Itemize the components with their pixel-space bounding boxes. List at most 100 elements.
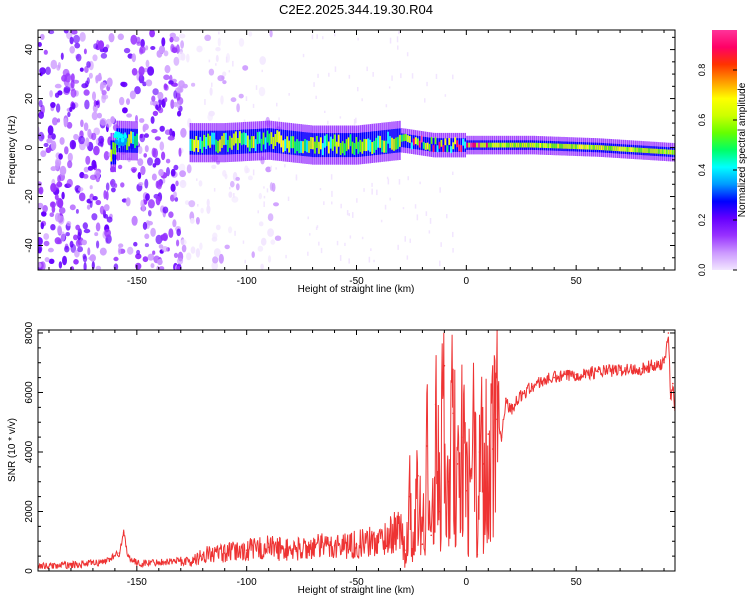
spectrogram-noise-blob (258, 192, 262, 200)
page-title: C2E2.2025.344.19.30.R04 (279, 2, 433, 17)
spectrogram-noise-blob (92, 91, 96, 101)
spectrogram-noise-blob (82, 174, 89, 179)
spectrogram-speck (285, 254, 287, 259)
spectrogram-band-core (217, 140, 219, 153)
spectrogram-band-core (209, 135, 211, 148)
spectrogram-speck (245, 96, 248, 101)
spectrogram-noise-blob (58, 261, 63, 269)
spectrogram-band-core (551, 143, 553, 149)
spectrogram-noise-blob (150, 227, 156, 237)
spectrogram-band-core (458, 144, 460, 152)
spectrogram-band-mid (442, 138, 445, 152)
snr-point (201, 553, 204, 556)
spectrogram-speck (330, 174, 333, 180)
spectrogram-speck (228, 70, 231, 73)
spectrogram-band-core (517, 142, 520, 148)
spectrogram-band-core (258, 131, 261, 144)
spectrogram-noise-blob (77, 246, 83, 253)
spectrogram-speck (409, 238, 411, 243)
spectrogram-band-core (411, 142, 413, 150)
spectrogram-noise-blob (87, 247, 91, 256)
spectrogram-noise-blob (216, 160, 221, 165)
spectrogram-noise-blob (150, 263, 155, 269)
spectrogram-noise-blob (211, 261, 218, 270)
snr-point (412, 552, 415, 554)
spectrogram-band-core (341, 141, 344, 154)
spectrogram-noise-blob (164, 65, 171, 74)
snr-point (399, 528, 402, 531)
spectrogram-noise-blob (158, 98, 163, 106)
spectrogram-band-core (389, 136, 391, 149)
spectrogram-noise-blob (63, 117, 68, 128)
spectrogram-noise-blob (92, 103, 98, 113)
spectrogram-speck (391, 75, 393, 81)
spectrogram-speck (266, 188, 269, 193)
spectrogram-band-core (671, 149, 674, 155)
spectrogram-speck (406, 255, 409, 260)
spectrogram-speck (429, 218, 432, 224)
spectrogram-speck (339, 255, 342, 261)
spectrogram-noise-blob (71, 102, 76, 110)
spectrogram-band-core (191, 138, 194, 151)
spectrogram-noise-blob (64, 245, 70, 253)
spectrogram-noise-blob (45, 66, 51, 76)
spectrogram-noise-blob (40, 33, 45, 41)
spectrogram-speck (307, 251, 309, 256)
spectrogram-noise-blob (99, 205, 105, 215)
spectrogram-speck (439, 260, 441, 267)
snr-point (180, 559, 182, 562)
spectrogram-band-core (563, 143, 565, 149)
spectrogram-noise-blob (88, 256, 96, 261)
spectrogram-band-core (499, 142, 502, 148)
spectrogram-noise-blob (69, 204, 76, 211)
spectrogram-speck (344, 242, 346, 246)
spectrogram-noise-blob (178, 80, 185, 88)
spectrogram-noise-blob (134, 86, 141, 95)
spectrogram-speck (324, 110, 326, 113)
spectrogram-band-core (660, 149, 662, 154)
spectrogram-band-core (592, 145, 595, 150)
spectrogram-noise-blob (104, 228, 111, 238)
spectrogram-noise-blob (42, 205, 48, 213)
spectrogram-noise-blob (140, 38, 145, 48)
spectrogram-noise-blob (139, 72, 143, 80)
spectrogram-band-mid (448, 138, 451, 152)
spectrogram-noise-blob (93, 145, 100, 156)
spectrogram-noise-blob (144, 178, 149, 189)
spectrogram-noise-blob (176, 266, 181, 270)
snr-point (426, 445, 428, 447)
spectrogram-noise-blob (144, 233, 150, 240)
spectrogram-band-core (626, 147, 629, 152)
spectrogram-band-core (454, 137, 457, 145)
spectrogram-noise-blob (195, 217, 200, 225)
spectrogram-band-core (460, 145, 462, 152)
spectrogram-speck (419, 181, 421, 185)
spectrogram-noise-blob (126, 98, 130, 105)
spectrogram-noise-blob (177, 110, 182, 117)
spectrogram-speck (380, 219, 383, 223)
spectrogram-noise-blob (191, 82, 196, 87)
spectrogram-band-core (248, 139, 251, 152)
snr-x-tick-label: -50 (349, 577, 364, 588)
spectrogram-noise-blob (38, 244, 43, 254)
spectrogram-noise-blob (43, 233, 50, 240)
spectrogram-speck (440, 242, 442, 247)
spectrogram-noise-blob (54, 212, 61, 222)
spectrogram-band-core (308, 140, 310, 153)
spectrogram-band-core (509, 142, 512, 148)
spectrogram-noise-blob (173, 36, 180, 42)
spectrogram-band-core (424, 143, 427, 150)
spectrogram-band-core (288, 140, 290, 153)
spectrogram-band-core (507, 142, 510, 148)
spectrogram-band-core (219, 139, 221, 152)
spectrogram-noise-blob (99, 247, 107, 256)
spectrogram-noise-blob (149, 30, 155, 38)
spectrogram-speck (398, 179, 401, 185)
spectrogram-band-core (555, 143, 557, 149)
spectrogram-band-core (650, 148, 652, 154)
spectrogram-noise-blob (169, 32, 176, 39)
spectrogram-noise-blob (247, 175, 253, 181)
spectrogram-noise-blob (173, 101, 178, 108)
